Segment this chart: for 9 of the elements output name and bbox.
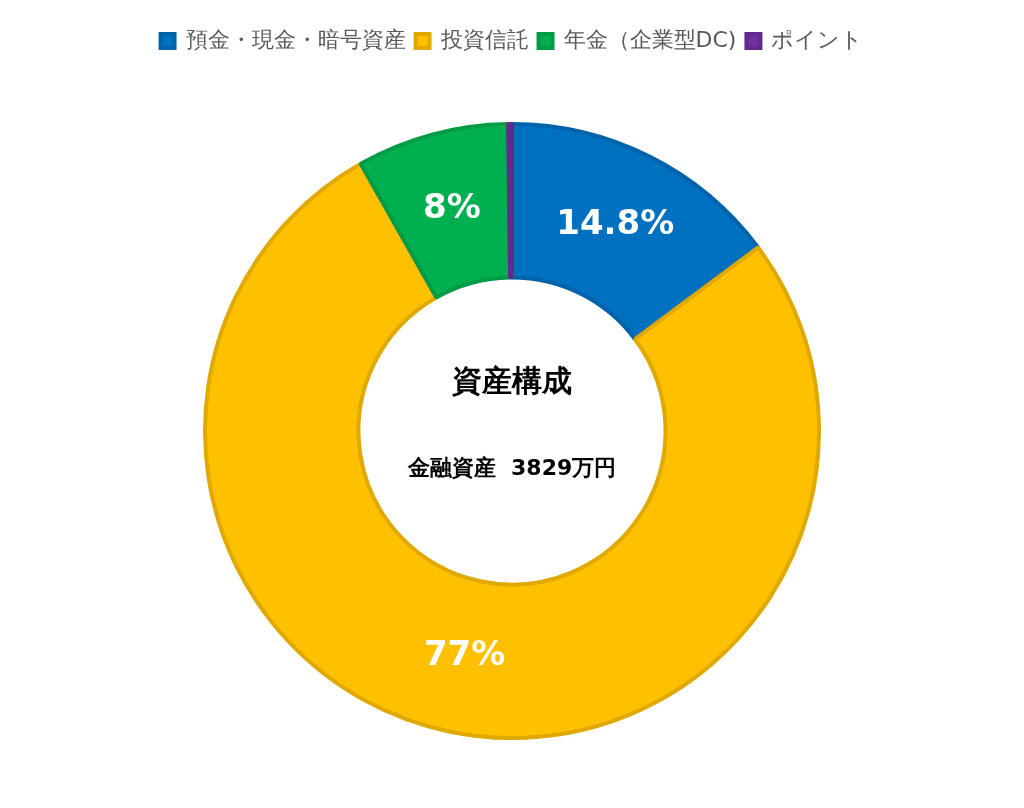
data-label: 14.8% [556, 202, 675, 243]
text: 資産構成 [451, 362, 572, 398]
text: 金融資産 3829万円 [406, 454, 617, 480]
data-label: 77% [423, 633, 506, 674]
legend-label: 預金・現金・暗号資産 [185, 26, 406, 52]
data-label: 8% [423, 185, 481, 226]
legend-label: 年金（企業型DC) [563, 26, 737, 52]
legend-label: 投資信託 [439, 26, 529, 52]
legend-label: ポイント [771, 26, 864, 52]
